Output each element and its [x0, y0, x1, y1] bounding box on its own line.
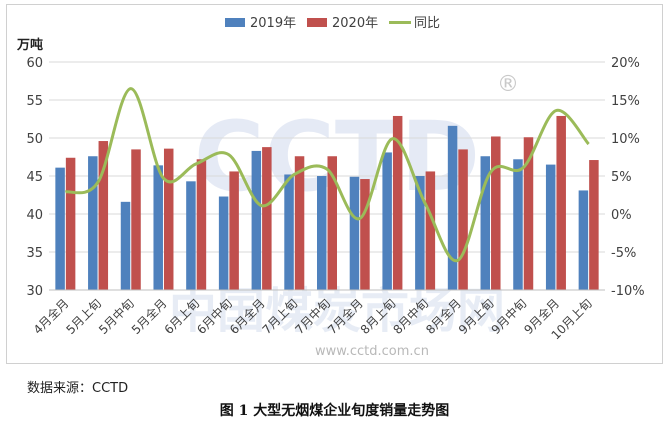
bar-2020 [556, 115, 566, 291]
legend-swatch-2020 [307, 18, 327, 27]
bar-2019 [218, 196, 229, 290]
bar-2020 [262, 147, 272, 290]
bar-2019 [251, 150, 262, 290]
bar-2020 [65, 157, 76, 290]
bar-2020 [98, 141, 109, 290]
bar-2020 [196, 159, 207, 290]
x-tick-label: 5月中旬 [95, 296, 136, 337]
y-left-tick-label: 55 [26, 94, 43, 109]
bar-2020 [294, 156, 305, 290]
bar-2019 [480, 156, 491, 290]
bar-2020 [458, 149, 468, 290]
yoy-line [64, 87, 590, 262]
bar-2019 [349, 176, 360, 290]
bar-2019 [545, 164, 556, 290]
bar-2020 [163, 148, 174, 290]
y-left-tick-label: 35 [26, 246, 43, 261]
bar-2020 [425, 171, 436, 290]
watermark-cn-text: 中国煤炭市场网 [169, 283, 505, 339]
y-left-tick-label: 60 [26, 56, 43, 71]
y-right-tick-label: 5% [611, 170, 632, 185]
bar-2020 [131, 149, 141, 290]
bar-2019 [88, 156, 98, 290]
x-tick-label: 4月全月 [30, 296, 71, 337]
y-left-tick-label: 45 [26, 170, 43, 185]
bar-2019 [153, 165, 163, 290]
bar-2019 [578, 190, 589, 290]
legend-label: 同比 [414, 16, 440, 31]
legend-swatch-2019 [225, 18, 245, 27]
figure-caption: 图 1 大型无烟煤企业旬度销量走势图 [219, 403, 450, 419]
y-right-tick-label: 10% [611, 132, 640, 147]
legend-label: 2020年 [332, 16, 378, 31]
bar-2019 [186, 181, 196, 290]
source-note: 数据来源：CCTD [27, 381, 129, 396]
y-right-tick-label: -10% [611, 284, 645, 299]
bar-2019 [55, 167, 65, 290]
bar-2020 [392, 115, 403, 291]
y-right-tick-label: 20% [611, 56, 640, 71]
bar-2019 [513, 159, 523, 290]
y-left-tick-label: 40 [26, 208, 43, 223]
bar-2019 [382, 152, 392, 290]
watermark-registered: ® [497, 72, 519, 97]
bar-2020 [360, 179, 370, 290]
y-left-unit: 万吨 [16, 37, 43, 53]
bar-2020 [229, 171, 239, 290]
bar-2020 [491, 136, 501, 290]
bar-2020 [327, 156, 337, 290]
y-right-tick-label: -5% [611, 246, 636, 261]
legend-label: 2019年 [250, 16, 296, 31]
bar-2019 [284, 174, 294, 290]
bar-2020 [523, 137, 534, 290]
y-right-tick-label: 0% [611, 208, 632, 223]
legend: 2019年 2020年 同比 [225, 16, 440, 31]
bar-2019 [415, 176, 425, 290]
y-right-tick-label: 15% [611, 94, 640, 109]
bar-2019 [447, 125, 458, 290]
x-tick-label: 5月上旬 [63, 296, 104, 337]
y-left-tick-label: 50 [26, 132, 43, 147]
bars [55, 115, 599, 291]
y-left-tick-label: 30 [26, 284, 43, 299]
bar-2019 [120, 201, 131, 290]
bar-2020 [589, 160, 599, 290]
chart-frame: CCTD ® 中国煤炭市场网 www.cctd.com.cn 303540455… [6, 4, 663, 364]
bar-2019 [317, 176, 327, 290]
chart: CCTD ® 中国煤炭市场网 www.cctd.com.cn 303540455… [16, 16, 645, 359]
yoy-line-layer [64, 87, 590, 262]
watermark-url: www.cctd.com.cn [315, 344, 429, 359]
x-tick-label: 5月全月 [128, 296, 169, 337]
